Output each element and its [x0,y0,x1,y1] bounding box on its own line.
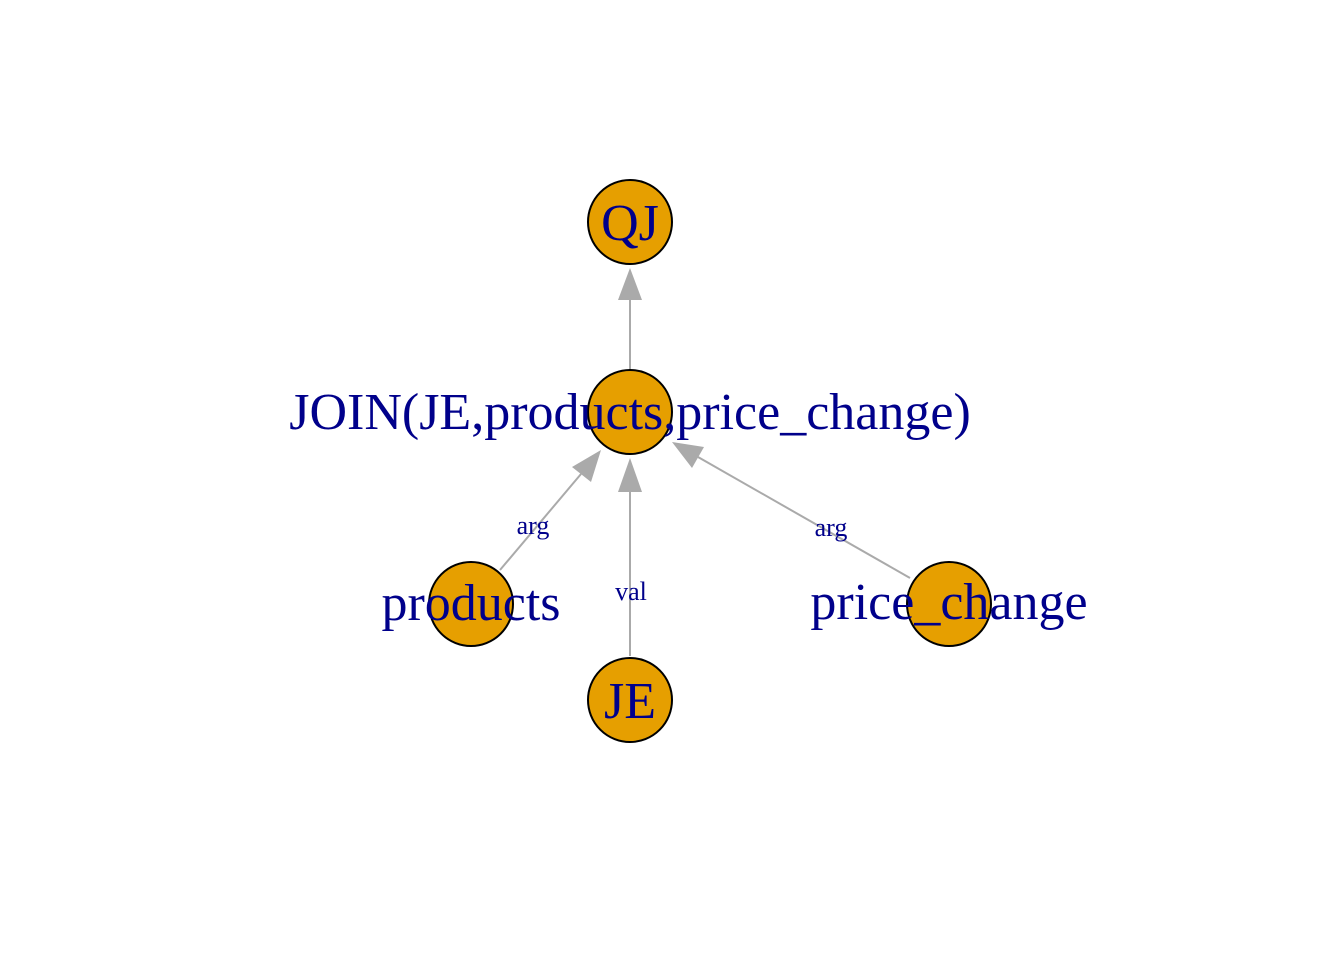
node-je: JE [587,657,673,743]
edge-label-je: val [615,577,647,606]
node-products: products [381,561,561,647]
nodes: QJ JOIN(JE,products,price_change) produc… [289,179,1088,743]
node-je-label: JE [604,673,656,730]
node-join: JOIN(JE,products,price_change) [289,369,971,455]
node-join-label: JOIN(JE,products,price_change) [289,384,971,441]
arrowhead-qj [618,268,642,300]
edge-label-products: arg [517,511,550,540]
node-products-label: products [381,575,560,632]
node-je-circle [587,657,673,743]
arrowhead-je [618,458,642,492]
arrowhead-price-change [672,442,704,468]
node-products-circle [428,561,514,647]
edges [499,268,911,656]
node-price-change-circle [906,561,992,647]
edge-products-to-join [499,473,582,571]
edge-labels: arg val arg [517,511,848,606]
edge-label-price-change: arg [815,513,848,542]
node-qj-label: QJ [601,195,659,252]
node-qj: QJ [587,179,673,265]
edge-price-change-to-join [697,456,911,579]
node-join-circle [587,369,673,455]
arrowhead-products [572,450,601,482]
node-price-change-label: price_change [810,574,1087,631]
node-price-change: price_change [810,561,1088,647]
node-qj-circle [587,179,673,265]
